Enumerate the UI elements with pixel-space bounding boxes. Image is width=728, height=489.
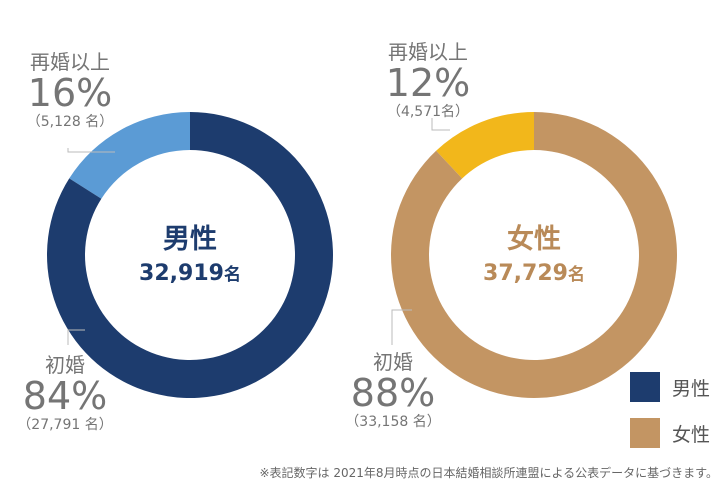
- legend-label-female: 女性: [672, 423, 711, 446]
- center-title: 男性: [163, 224, 217, 255]
- leader-line-female-remarriage: [431, 118, 450, 131]
- slice-percent: 88%: [350, 371, 436, 415]
- female-first-marriage-label: 初婚 88% （33,158 名）: [340, 352, 446, 429]
- slice-count: （27,791 名）: [17, 417, 113, 433]
- slice-percent: 84%: [22, 374, 108, 418]
- legend: 男性 女性: [630, 367, 710, 459]
- legend-swatch-female: [630, 418, 660, 448]
- slice-percent: 16%: [27, 71, 113, 115]
- slice-category: 初婚: [45, 353, 85, 377]
- slice-category: 初婚: [373, 350, 413, 374]
- center-unit: 名: [223, 265, 241, 285]
- slice-percent: 12%: [385, 61, 471, 105]
- male-remarriage-label: 再婚以上 16% （5,128 名）: [22, 52, 118, 129]
- center-total: 37,729: [483, 261, 568, 286]
- female-remarriage-label: 再婚以上 12% （4,571名）: [380, 42, 476, 119]
- slice-count: （4,571名）: [386, 104, 470, 120]
- female-donut: [391, 112, 677, 399]
- footnote: ※表記数字は 2021年8月時点の日本結婚相談所連盟による公表データに基づきます…: [259, 466, 719, 480]
- slice-category: 再婚以上: [388, 40, 468, 64]
- donut-slice-remarriage: [69, 112, 190, 199]
- center-title: 女性: [507, 224, 561, 255]
- slice-count: （33,158 名）: [345, 414, 441, 430]
- legend-item-male: 男性: [630, 367, 710, 407]
- center-unit: 名: [567, 265, 585, 285]
- leader-line-male-first: [67, 329, 85, 345]
- slice-count: （5,128 名）: [26, 114, 114, 130]
- legend-swatch-male: [630, 372, 660, 402]
- leader-line-female-first: [391, 309, 412, 345]
- male-donut: [47, 112, 334, 398]
- leader-line-male-remarriage: [67, 148, 115, 153]
- slice-category: 再婚以上: [30, 50, 110, 74]
- male-first-marriage-label: 初婚 84% （27,791 名）: [10, 355, 120, 432]
- female-center-label: 女性 37,729名: [474, 226, 594, 285]
- center-total: 32,919: [139, 261, 224, 286]
- legend-label-male: 男性: [672, 377, 711, 400]
- male-center-label: 男性 32,919名: [130, 226, 250, 285]
- legend-item-female: 女性: [630, 413, 710, 453]
- donut-slice-remarriage: [436, 112, 534, 179]
